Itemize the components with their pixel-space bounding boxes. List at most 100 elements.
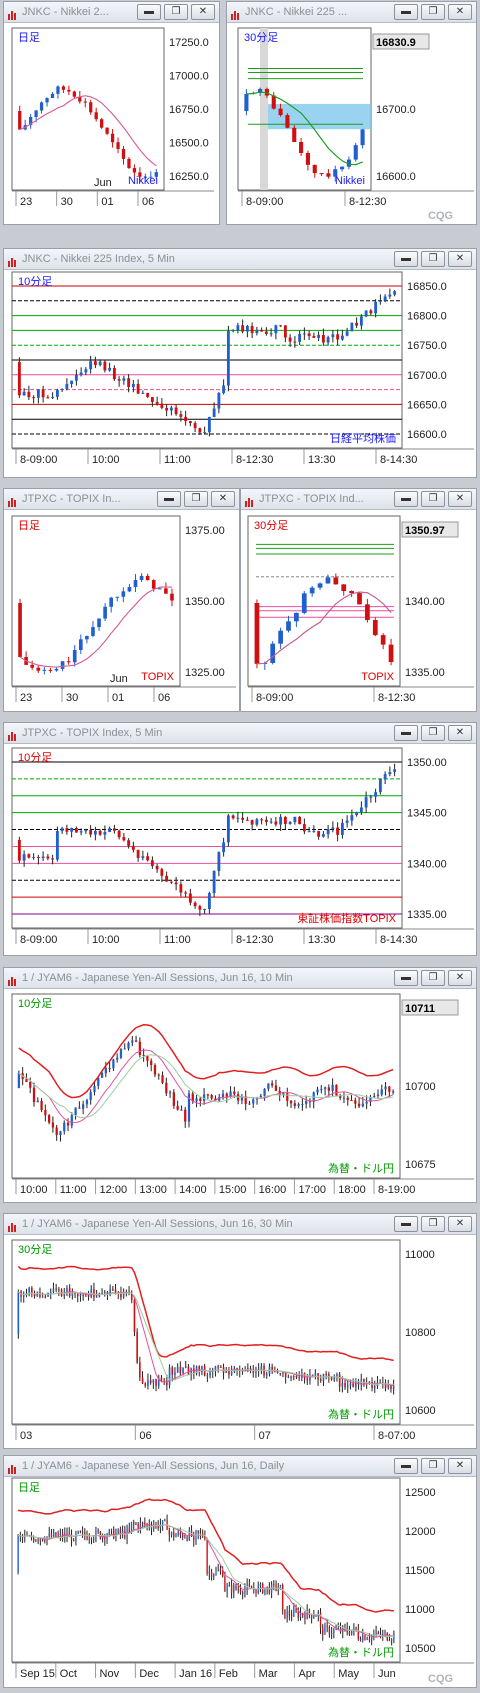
title-bar[interactable]: JNKC - Nikkei 2... ▬ ❐ ✕ <box>4 2 219 23</box>
candle-body <box>32 1087 36 1103</box>
chart-canvas[interactable]: 17250.0 17000.0 16750.0 16500.0 16250.0 23 30 0… <box>4 23 219 225</box>
candle-body <box>387 1384 390 1389</box>
candle-body <box>213 1574 215 1577</box>
candle-body <box>302 824 306 832</box>
chart-canvas[interactable]: 1375.00 1350.00 1325.00 23 30 01 06 Jun 日足 TOPIX <box>4 510 239 712</box>
candle-body <box>76 1294 79 1297</box>
chart-canvas[interactable]: 12500 12000 11500 11000 10500 Sep 15 Oct Nov Dec… <box>4 1477 476 1688</box>
y-axis-tick-label: 10600 <box>405 1405 436 1417</box>
restore-button[interactable]: ❐ <box>421 970 445 986</box>
restore-button[interactable]: ❐ <box>421 1458 445 1474</box>
candle-body <box>345 331 349 336</box>
close-button[interactable]: ✕ <box>448 251 472 267</box>
chart-canvas[interactable]: 1345.001340.001335.008-09:008-12:3030分足T… <box>241 510 476 712</box>
candle-body <box>181 1534 184 1538</box>
chart-window-yen-daily[interactable]: 1 / JYAM6 - Japanese Yen-All Sessions, J… <box>3 1455 477 1688</box>
candle-body <box>277 1589 279 1592</box>
candle-body <box>32 397 36 399</box>
minimize-button[interactable]: ▬ <box>157 491 181 507</box>
candle-body <box>284 1372 287 1377</box>
candle-body <box>71 1292 74 1296</box>
title-bar[interactable]: JTPXC - TOPIX Index, 5 Min ▬ ❐ ✕ <box>4 723 476 744</box>
title-bar[interactable]: 1 / JYAM6 - Japanese Yen-All Sessions, J… <box>4 968 476 989</box>
restore-button[interactable]: ❐ <box>164 4 188 20</box>
restore-button[interactable]: ❐ <box>421 251 445 267</box>
restore-button[interactable]: ❐ <box>184 491 208 507</box>
chart-canvas[interactable]: 10725107001067510:0011:0012:0013:0014:00… <box>4 989 476 1203</box>
minimize-button[interactable]: ▬ <box>394 4 418 20</box>
chart-window-nikkei-5min[interactable]: JNKC - Nikkei 225 Index, 5 Min ▬ ❐ ✕ 16850.0… <box>3 248 477 478</box>
title-bar[interactable]: 1 / JYAM6 - Japanese Yen-All Sessions, J… <box>4 1214 476 1235</box>
close-button[interactable]: ✕ <box>448 970 472 986</box>
candle-body <box>359 807 363 813</box>
minimize-button[interactable]: ▬ <box>137 4 161 20</box>
minimize-button[interactable]: ▬ <box>394 1216 418 1232</box>
restore-button[interactable]: ❐ <box>421 1216 445 1232</box>
chart-window-nikkei-30min[interactable]: JNKC - Nikkei 225 ...▬❐✕16800.016700.016… <box>226 1 477 225</box>
candle-body <box>147 1380 149 1386</box>
candle-body <box>187 1366 190 1375</box>
candle-body <box>106 1291 109 1296</box>
y-axis-tick-label: 16650.0 <box>407 399 447 411</box>
candle-body <box>346 1097 349 1101</box>
chart-window-yen-10min[interactable]: 1 / JYAM6 - Japanese Yen-All Sessions, J… <box>3 967 477 1203</box>
candle-body <box>384 1633 386 1635</box>
candle-body <box>93 361 97 365</box>
restore-button[interactable]: ❐ <box>421 491 445 507</box>
candle-body <box>360 129 365 146</box>
x-axis-tick-label: 8-19:00 <box>378 1184 415 1196</box>
chart-canvas[interactable]: 16850.0 16800.0 16750.0 16700.0 16650.0 16600… <box>4 270 476 478</box>
close-button[interactable]: ✕ <box>448 491 472 507</box>
candle-body <box>255 329 259 334</box>
candle-body <box>344 1382 346 1388</box>
title-bar[interactable]: JTPXC - TOPIX In... ▬ ❐ ✕ <box>4 489 239 510</box>
candle-body <box>290 1376 292 1378</box>
candle-body <box>103 831 107 835</box>
chart-window-nikkei-daily[interactable]: JNKC - Nikkei 2... ▬ ❐ ✕ 17250.0 17000.0 16750… <box>3 1 220 225</box>
title-bar[interactable]: JNKC - Nikkei 225 ... ▬ ❐ ✕ <box>227 2 476 23</box>
close-button[interactable]: ✕ <box>191 4 215 20</box>
chart-window-topix-5min[interactable]: JTPXC - TOPIX Index, 5 Min ▬ ❐ ✕ 1350.00 1345… <box>3 722 477 956</box>
candle-body <box>307 333 311 337</box>
candle-body <box>59 1131 62 1135</box>
chart-canvas[interactable]: 1350.00 1345.00 1340.00 1335.00 8-09:00 10:00… <box>4 744 476 956</box>
candle-body <box>121 148 126 159</box>
candle-body <box>51 396 55 398</box>
title-bar[interactable]: 1 / JYAM6 - Japanese Yen-All Sessions, J… <box>4 1456 476 1477</box>
title-bar[interactable]: JTPXC - TOPIX Ind... ▬ ❐ ✕ <box>241 489 476 510</box>
close-button[interactable]: ✕ <box>448 1458 472 1474</box>
candle-body <box>239 1589 242 1593</box>
minimize-button[interactable]: ▬ <box>394 970 418 986</box>
candle-body <box>341 1382 344 1387</box>
minimize-button[interactable]: ▬ <box>394 725 418 741</box>
candle-body <box>298 816 302 825</box>
chart-window-topix-daily[interactable]: JTPXC - TOPIX In... ▬ ❐ ✕ 1375.00 1350.00 1325… <box>3 488 240 712</box>
minimize-button[interactable]: ▬ <box>394 491 418 507</box>
candle-body <box>259 1095 262 1099</box>
restore-button[interactable]: ❐ <box>421 725 445 741</box>
candle-body <box>119 1048 123 1058</box>
x-axis-tick-label: 06 <box>158 692 170 704</box>
candle-body <box>44 1296 47 1298</box>
minimize-button[interactable]: ▬ <box>394 251 418 267</box>
candle-body <box>384 1382 387 1389</box>
candle-body <box>36 856 40 858</box>
chart-window-yen-30min[interactable]: 1 / JYAM6 - Japanese Yen-All Sessions, J… <box>3 1213 477 1449</box>
minimize-button[interactable]: ▬ <box>394 1458 418 1474</box>
candle-body <box>108 1067 111 1069</box>
candle-body <box>78 639 83 651</box>
title-bar[interactable]: JNKC - Nikkei 225 Index, 5 Min ▬ ❐ ✕ <box>4 249 476 270</box>
y-axis-tick-label: 10500 <box>405 1643 436 1655</box>
chart-canvas[interactable]: 16800.016700.016600.08-09:008-12:3030分足N… <box>227 23 476 225</box>
cqg-app-icon <box>8 254 18 267</box>
candle-body <box>60 828 64 832</box>
restore-button[interactable]: ❐ <box>421 4 445 20</box>
close-button[interactable]: ✕ <box>448 1216 472 1232</box>
chart-window-topix-30min[interactable]: JTPXC - TOPIX Ind...▬❐✕1345.001340.00133… <box>240 488 477 712</box>
close-button[interactable]: ✕ <box>448 4 472 20</box>
close-button[interactable]: ✕ <box>448 725 472 741</box>
candle-body <box>44 1540 46 1542</box>
close-button[interactable]: ✕ <box>211 491 235 507</box>
candle-body <box>231 330 235 332</box>
